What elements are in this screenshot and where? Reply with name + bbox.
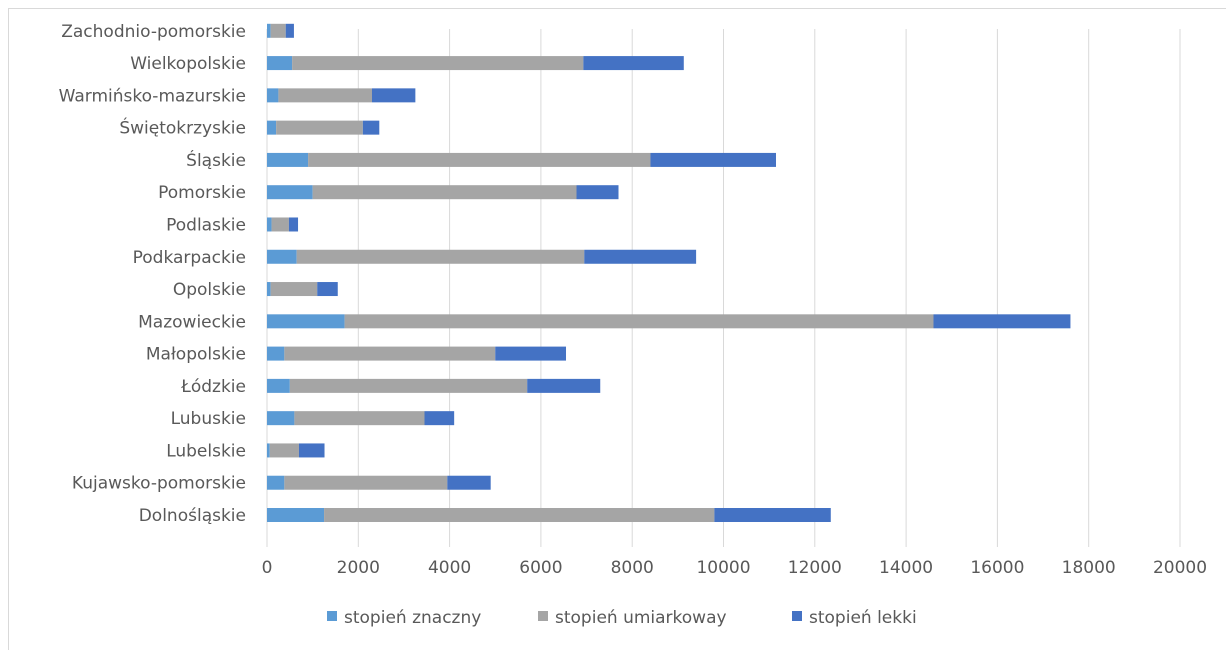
bar-segment — [495, 346, 567, 361]
category-label: Mazowieckie — [138, 312, 246, 332]
bar-segment — [344, 314, 934, 329]
x-tick-label: 8000 — [611, 558, 654, 578]
x-tick-label: 0 — [262, 558, 273, 578]
legend-label: stopień umiarkoway — [555, 608, 727, 628]
bar-segment — [317, 282, 338, 297]
category-label: Świętokrzyskie — [119, 117, 246, 139]
bar-segment — [294, 411, 425, 426]
bar-segment — [276, 120, 363, 135]
bar-segment — [267, 88, 279, 103]
legend-swatch — [792, 611, 802, 621]
bar-segment — [267, 508, 325, 522]
category-label: Podlaskie — [166, 215, 246, 235]
category-label: Lubuskie — [171, 409, 246, 429]
bar-segment — [267, 185, 313, 200]
bar-segment — [933, 314, 1071, 329]
category-label: Dolnośląskie — [139, 506, 246, 526]
bar-segment — [267, 23, 271, 38]
bar-segment — [288, 217, 299, 232]
category-label: Opolskie — [173, 280, 246, 300]
category-label: Pomorskie — [158, 183, 246, 203]
bar-segment — [267, 120, 277, 135]
bar-segment — [269, 443, 299, 458]
category-label: Podkarpackie — [133, 248, 246, 268]
category-label: Warmińsko-mazurskie — [59, 86, 246, 106]
category-labels: Dolnośląskie Kujawsko-pomorskie Lubelskie L… — [59, 22, 246, 526]
stacked-bar-chart: Dolnośląskie Kujawsko-pomorskie Lubelskie L… — [59, 22, 1207, 628]
legend-swatch — [327, 611, 337, 621]
bar-segment — [267, 314, 345, 329]
bars — [267, 23, 1071, 522]
bar-segment — [284, 475, 448, 490]
bar-segment — [267, 378, 290, 393]
bar-segment — [267, 152, 309, 167]
bar-segment — [267, 475, 285, 490]
x-tick-label: 10000 — [696, 558, 750, 578]
gridlines — [266, 29, 1181, 547]
x-tick-label: 14000 — [879, 558, 933, 578]
bar-segment — [270, 282, 318, 297]
legend-label: stopień znaczny — [344, 608, 481, 628]
category-label: Lubelskie — [166, 441, 246, 461]
x-tick-label: 2000 — [337, 558, 380, 578]
bar-segment — [278, 88, 372, 103]
bar-segment — [312, 185, 577, 200]
category-label: Zachodnio-pomorskie — [61, 22, 246, 42]
legend-label: stopień lekki — [809, 608, 917, 628]
bar-segment — [308, 152, 651, 167]
bar-segment — [650, 152, 776, 167]
bar-segment — [284, 346, 496, 361]
category-label: Wielkopolskie — [130, 54, 246, 74]
x-tick-label: 12000 — [788, 558, 842, 578]
bar-segment — [267, 56, 293, 71]
category-label: Śląskie — [186, 149, 246, 171]
category-label: Małopolskie — [146, 345, 246, 365]
bar-segment — [267, 411, 295, 426]
bar-segment — [292, 56, 584, 71]
x-tick-label: 6000 — [519, 558, 562, 578]
bar-segment — [267, 217, 272, 232]
x-tick-label: 20000 — [1153, 558, 1207, 578]
bar-segment — [267, 443, 270, 458]
bar-segment — [267, 282, 271, 297]
x-tick-label: 16000 — [970, 558, 1024, 578]
bar-segment — [267, 249, 297, 264]
bar-segment — [447, 475, 491, 490]
legend-swatch — [538, 611, 548, 621]
bar-segment — [424, 411, 455, 426]
x-tick-label: 4000 — [428, 558, 471, 578]
chart-frame: Dolnośląskie Kujawsko-pomorskie Lubelskie L… — [8, 8, 1226, 650]
bar-segment — [271, 217, 289, 232]
bar-segment — [270, 23, 286, 38]
bar-segment — [714, 508, 831, 522]
bar-segment — [371, 88, 416, 103]
bar-segment — [298, 443, 325, 458]
category-label: Kujawsko-pomorskie — [72, 474, 246, 494]
bar-segment — [285, 23, 294, 38]
x-tick-label: 18000 — [1062, 558, 1116, 578]
bar-segment — [324, 508, 715, 522]
bar-segment — [267, 346, 285, 361]
bar-segment — [527, 378, 601, 393]
bar-segment — [583, 56, 684, 71]
bar-segment — [362, 120, 380, 135]
bar-segment — [584, 249, 697, 264]
bar-segment — [576, 185, 619, 200]
bar-segment — [289, 378, 528, 393]
x-tick-labels: 0 2000 4000 6000 8000 10000 12000 14000 16000 180… — [262, 558, 1207, 578]
category-label: Łódzkie — [180, 377, 246, 397]
bar-segment — [296, 249, 585, 264]
legend: stopień znaczny stopień umiarkoway stopień… — [327, 608, 917, 628]
